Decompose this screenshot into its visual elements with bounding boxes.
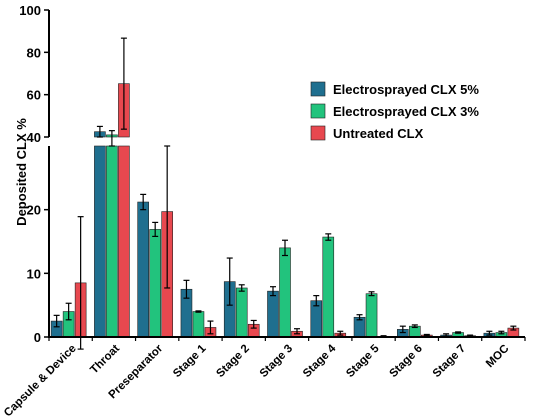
- tick-labels-layer: 0 10 20 40 60 80 100: [19, 3, 41, 345]
- y-tick-label-lower-0: 0: [34, 330, 41, 345]
- category-label-7: Stage 5: [344, 342, 382, 380]
- legend-label-0: Electrosprayed CLX 5%: [333, 82, 479, 97]
- category-label-0: Capsule & Device: [2, 343, 79, 417]
- category-label-5: Stage 3: [258, 343, 295, 380]
- bar-1-6: [322, 236, 335, 338]
- legend: Electrosprayed CLX 5% Electrosprayed CLX …: [310, 81, 479, 141]
- bar-0-2: [137, 201, 149, 338]
- legend-swatch-0: [310, 81, 326, 97]
- category-label-6: Stage 4: [301, 342, 339, 380]
- legend-label-2: Untreated CLX: [333, 126, 424, 141]
- bar-0-5: [267, 290, 279, 338]
- y-axis-title: Deposited CLX %: [14, 118, 29, 226]
- bar-0-1: [94, 145, 106, 338]
- legend-swatch-2: [310, 125, 326, 141]
- legend-label-1: Electrosprayed CLX 3%: [333, 104, 479, 119]
- y-tick-label-upper-2: 80: [27, 45, 41, 60]
- y-tick-label-upper-3: 100: [19, 3, 41, 18]
- bar-1-4: [235, 287, 248, 338]
- y-tick-label-upper-0: 40: [27, 130, 41, 145]
- category-label-1: Throat: [88, 343, 122, 377]
- bar-1-5: [279, 247, 291, 338]
- y-tick-label-upper-1: 60: [27, 88, 41, 103]
- bar-1-1: [106, 145, 118, 338]
- category-label-9: Stage 7: [431, 343, 468, 380]
- category-label-3: Stage 1: [171, 342, 209, 380]
- category-label-10: MOC: [484, 343, 511, 370]
- bar-2-1: [118, 145, 130, 338]
- y-tick-label-lower-2: 20: [27, 203, 41, 218]
- bars-layer: [50, 37, 520, 350]
- category-label-4: Stage 2: [214, 343, 251, 380]
- bar-1-2: [149, 229, 161, 338]
- y-tick-label-lower-1: 10: [27, 266, 41, 281]
- bar-1-3: [192, 311, 205, 338]
- category-label-8: Stage 6: [388, 343, 425, 380]
- axes-layer: [44, 9, 526, 341]
- bar-1-7: [365, 293, 378, 338]
- legend-swatch-1: [310, 103, 326, 119]
